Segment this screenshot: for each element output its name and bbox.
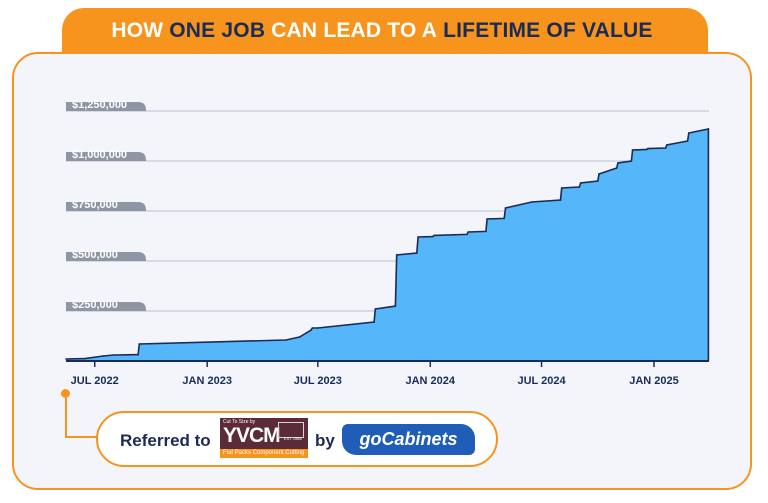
data-point — [373, 321, 375, 323]
data-point — [84, 357, 86, 360]
y-tick-label: $250,000 — [72, 299, 118, 311]
yvcm-logo: Cut To Size by YVCM EST 1986 Flat Packs … — [220, 418, 308, 458]
data-point — [666, 144, 668, 146]
series-area — [66, 129, 709, 361]
data-point — [686, 140, 689, 142]
y-tick-pill — [66, 152, 146, 161]
data-point — [631, 149, 634, 151]
data-point — [707, 128, 710, 130]
data-point — [310, 329, 312, 331]
data-point — [530, 201, 533, 203]
data-point — [416, 252, 418, 254]
title-part-2: ONE JOB — [169, 19, 266, 42]
data-point — [503, 217, 506, 220]
yvcm-document-icon — [278, 422, 304, 438]
data-point — [486, 218, 488, 220]
yvcm-tagline: Cut To Size by — [223, 419, 256, 425]
data-point — [395, 254, 398, 256]
data-point — [630, 160, 633, 162]
data-point — [560, 187, 563, 189]
data-point — [137, 353, 139, 356]
data-point — [138, 343, 141, 345]
connector-dot — [61, 389, 70, 398]
data-point — [311, 327, 314, 329]
referral-prefix: Referred to — [120, 431, 211, 450]
title-part-1: HOW — [111, 19, 164, 42]
data-point — [645, 148, 648, 151]
connector-line — [65, 398, 67, 438]
data-point — [417, 236, 419, 238]
series-line — [65, 128, 710, 361]
data-point — [65, 358, 67, 360]
data-point — [317, 327, 319, 329]
data-point — [615, 167, 618, 169]
referral-box: Referred to Cut To Size by YVCM EST 1986… — [96, 411, 498, 467]
data-point — [688, 132, 690, 134]
gocabinets-label: goCabinets — [359, 429, 458, 449]
data-point — [664, 147, 667, 149]
title-part-3: CAN LEAD TO A — [271, 19, 438, 42]
data-point — [466, 233, 468, 236]
data-point — [467, 231, 470, 233]
title-banner: HOW ONE JOB CAN LEAD TO A LIFETIME OF VA… — [62, 8, 708, 54]
data-point — [598, 173, 600, 175]
data-point — [102, 355, 105, 357]
data-point — [285, 339, 287, 341]
connector-line-horizontal — [65, 436, 97, 438]
data-point — [617, 162, 619, 164]
x-tick-label: JUL 2023 — [294, 375, 342, 387]
x-tick-label: JUL 2022 — [71, 375, 119, 387]
data-point — [578, 186, 581, 188]
y-tick-label: $1,000,000 — [72, 149, 127, 161]
y-tick-pill — [66, 302, 146, 311]
data-point — [112, 354, 115, 356]
x-tick-label: JAN 2024 — [406, 375, 456, 387]
data-point — [647, 147, 649, 150]
y-tick-label: $500,000 — [72, 249, 118, 261]
y-tick-pill — [66, 202, 146, 211]
y-tick-label: $1,250,000 — [72, 99, 127, 111]
data-point — [485, 230, 487, 233]
data-point — [504, 207, 507, 209]
data-point — [559, 199, 562, 201]
y-tick-pill — [66, 102, 146, 111]
gocabinets-logo: goCabinets — [342, 424, 475, 455]
data-point — [579, 182, 582, 184]
y-tick-pill — [66, 252, 146, 261]
x-tick-label: JUL 2024 — [517, 375, 566, 387]
yvcm-est: EST 1986 — [284, 436, 302, 441]
data-point — [394, 305, 397, 307]
yvcm-name: YVCM — [223, 424, 281, 447]
x-tick-label: JAN 2023 — [182, 375, 232, 387]
title-part-4: LIFETIME OF VALUE — [443, 19, 653, 42]
yvcm-strip: Flat Packs Component Cutting — [220, 449, 308, 458]
x-tick-label: JAN 2025 — [629, 375, 679, 387]
data-point — [597, 180, 599, 182]
referral-by: by — [315, 431, 335, 450]
data-point — [298, 336, 301, 338]
data-point — [374, 308, 377, 310]
data-point — [433, 234, 435, 237]
y-tick-label: $750,000 — [72, 199, 118, 211]
data-point — [431, 235, 434, 238]
